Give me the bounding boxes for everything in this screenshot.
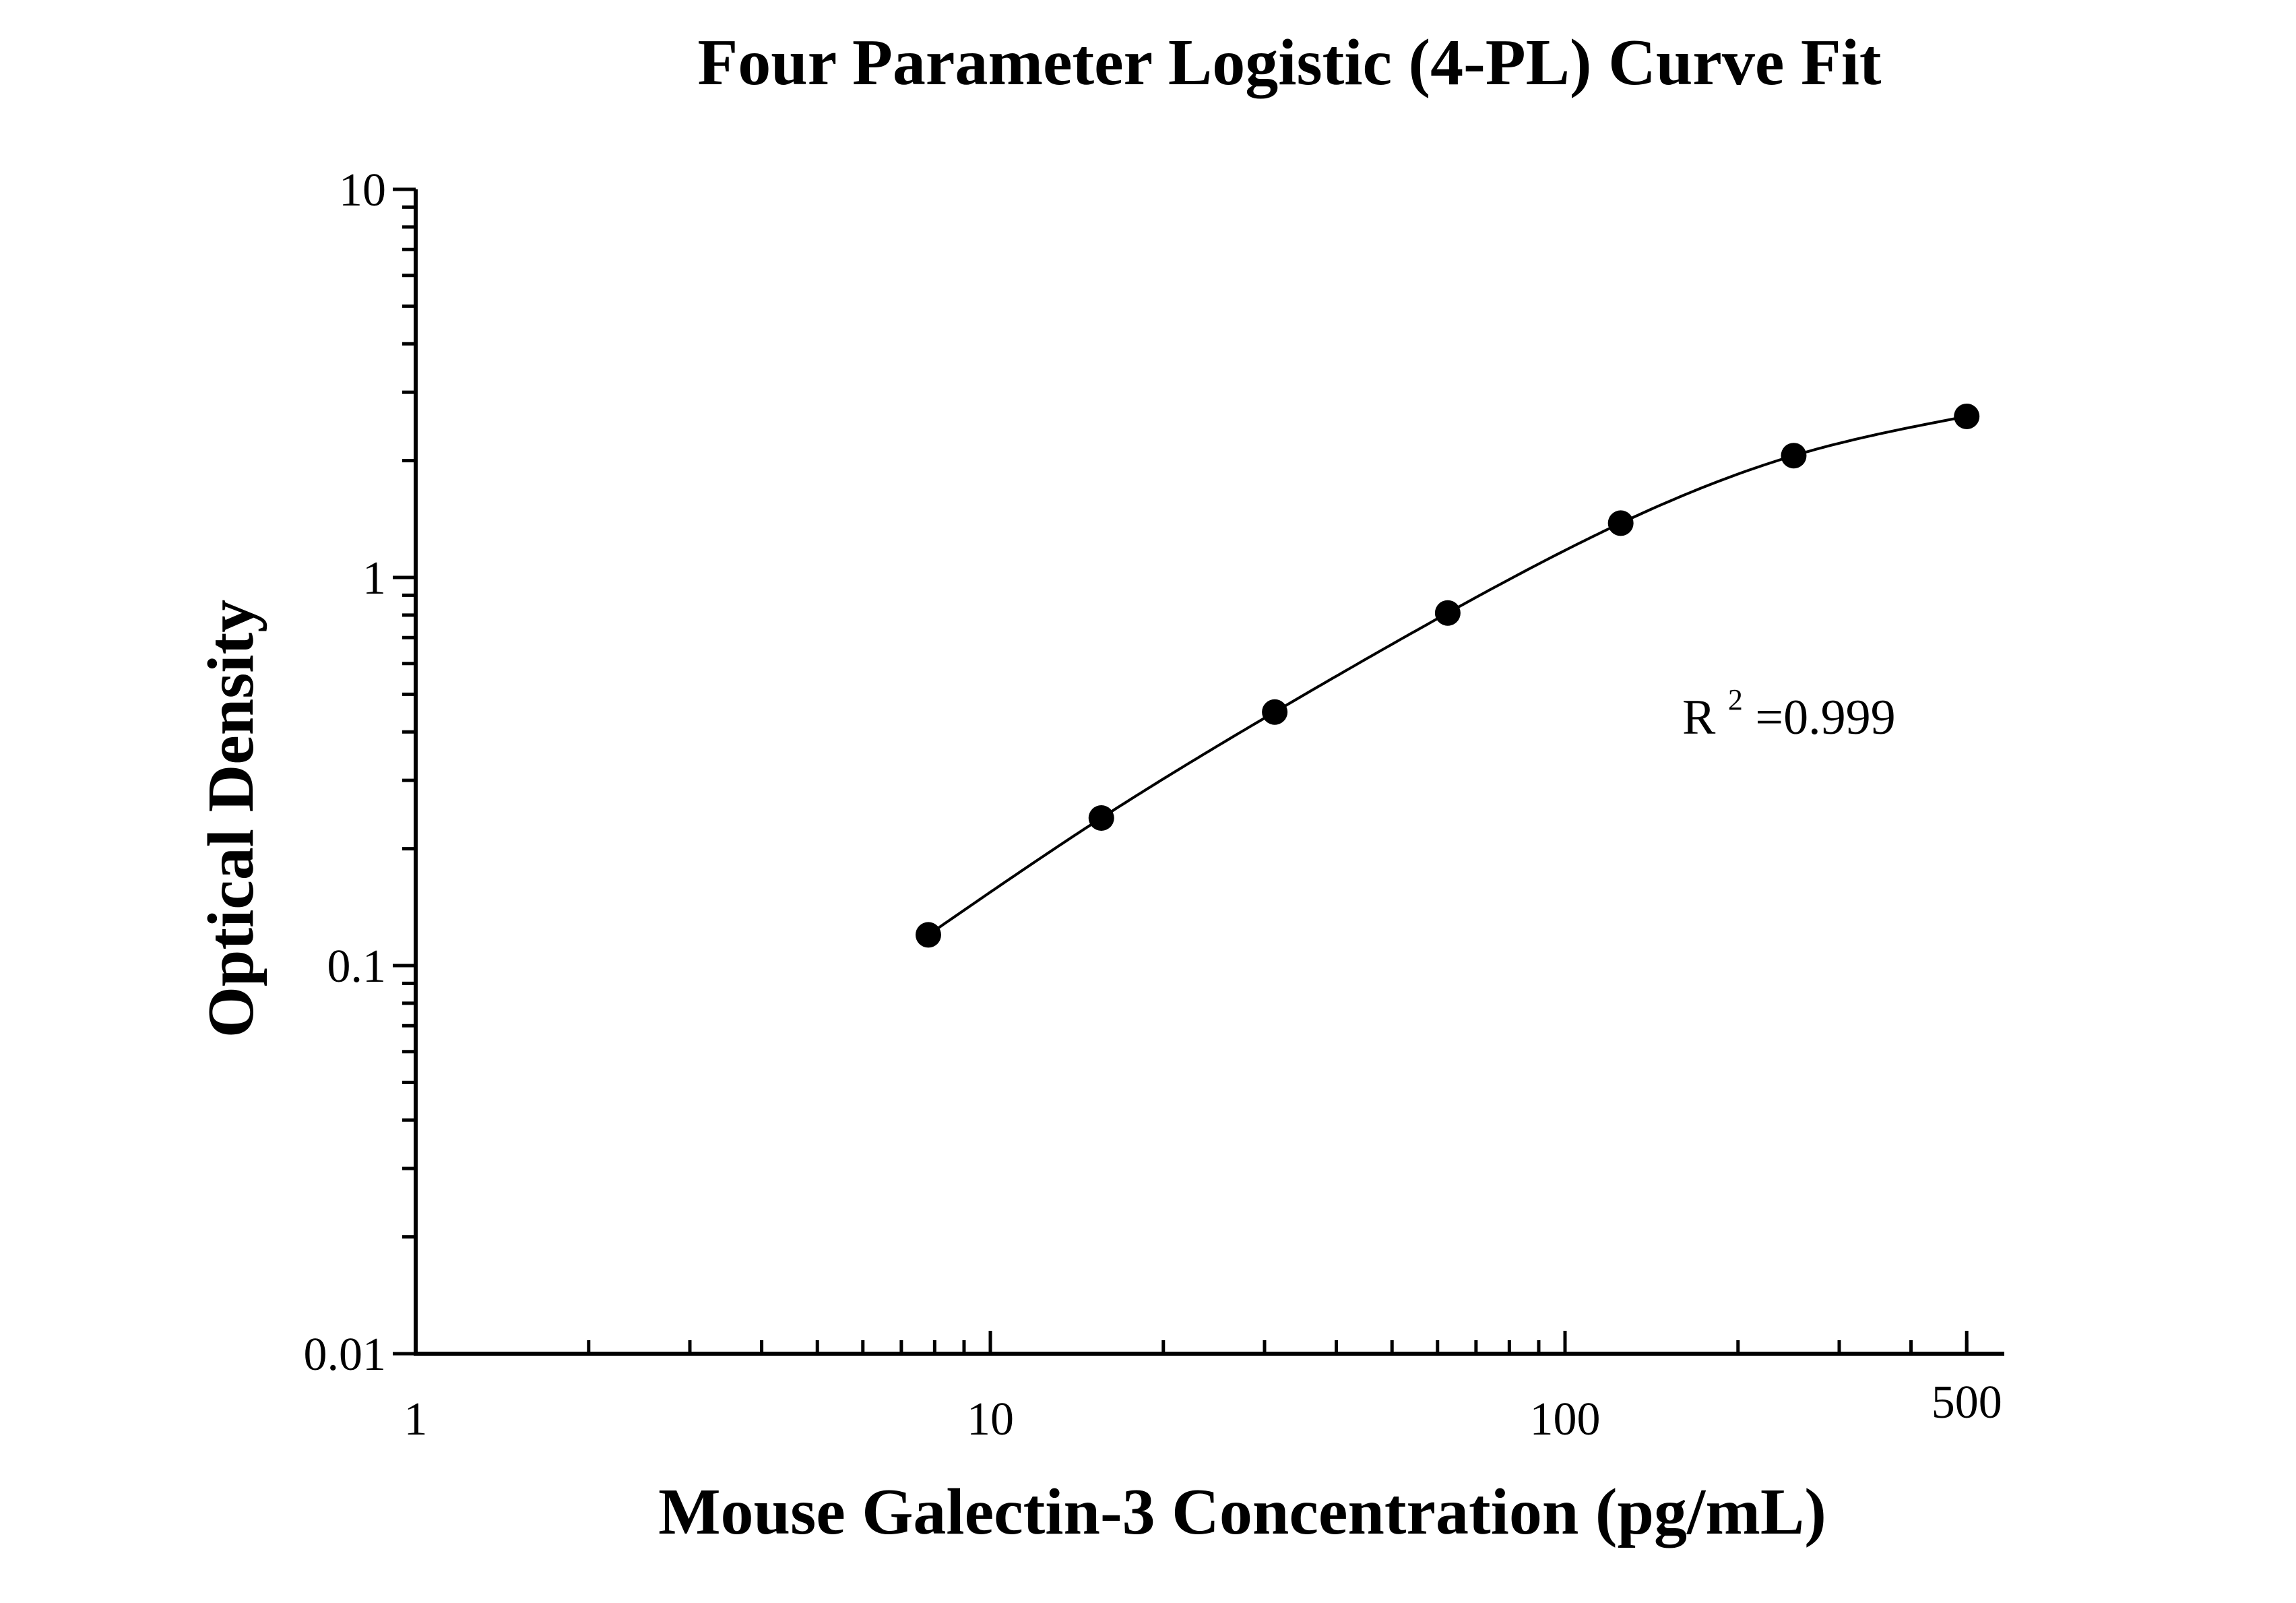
data-point bbox=[1262, 699, 1288, 725]
data-point bbox=[1607, 510, 1634, 536]
x-axis-label: Mouse Galectin-3 Concentration (pg/mL) bbox=[658, 1476, 1826, 1548]
y-tick-label: 0.1 bbox=[327, 941, 387, 993]
x-tick-label: 1 bbox=[404, 1393, 428, 1445]
r-squared-superscript: 2 bbox=[1728, 683, 1743, 716]
chart-title: Four Parameter Logistic (4-PL) Curve Fit bbox=[697, 26, 1882, 99]
x-tick-label: 10 bbox=[967, 1393, 1014, 1445]
data-point bbox=[1954, 403, 1980, 429]
x-ticks: 1 10 100 500 bbox=[404, 1331, 2002, 1445]
fit-curve bbox=[927, 415, 1967, 937]
y-axis-label: Optical Density bbox=[195, 600, 267, 1038]
r-squared-annotation: R 2 =0.999 bbox=[1682, 666, 1896, 745]
r-squared-value: =0.999 bbox=[1755, 690, 1895, 745]
y-tick-label: 10 bbox=[339, 164, 386, 216]
y-tick-label: 0.01 bbox=[304, 1329, 387, 1381]
data-point bbox=[1781, 443, 1807, 469]
data-points bbox=[915, 403, 1980, 948]
y-tick-label: 1 bbox=[362, 553, 386, 604]
data-point bbox=[915, 922, 941, 948]
r-squared-base: R bbox=[1682, 690, 1716, 745]
axes: 1 10 100 500 0.01 0.1 1 10 bbox=[304, 164, 2004, 1445]
data-point bbox=[1434, 600, 1461, 626]
x-tick-label: 100 bbox=[1530, 1393, 1601, 1445]
y-ticks: 0.01 0.1 1 10 bbox=[304, 164, 416, 1381]
data-point bbox=[1088, 805, 1114, 831]
x-tick-label: 500 bbox=[1932, 1377, 2002, 1428]
